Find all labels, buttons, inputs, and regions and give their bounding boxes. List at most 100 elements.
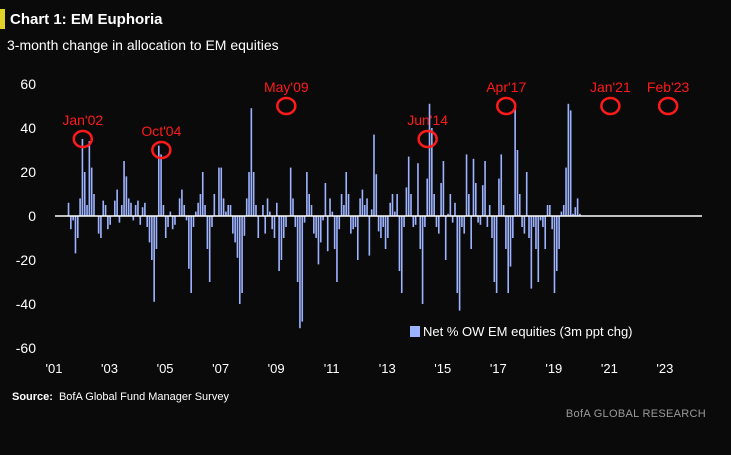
bar	[326, 216, 329, 252]
bar	[444, 216, 447, 260]
bar	[208, 216, 211, 282]
bar	[190, 216, 192, 293]
bar	[236, 216, 239, 258]
bar	[382, 216, 385, 227]
bar	[289, 167, 292, 216]
annotation-circle	[151, 140, 172, 160]
bar	[352, 216, 354, 230]
bar	[167, 216, 169, 227]
bar	[250, 108, 253, 216]
bar	[470, 216, 472, 249]
bar	[282, 216, 285, 238]
bar	[375, 174, 378, 216]
bar	[120, 205, 123, 216]
bar	[384, 216, 387, 249]
bar	[317, 216, 320, 265]
bar	[164, 216, 167, 238]
bar	[405, 187, 408, 216]
bar	[507, 216, 510, 293]
x-tick-label: '21	[601, 361, 618, 376]
bar	[322, 216, 324, 221]
legend-swatch	[410, 326, 420, 337]
bar	[544, 216, 547, 249]
bar	[257, 216, 260, 238]
bar	[525, 172, 528, 216]
bar	[576, 198, 579, 216]
bar	[343, 205, 345, 216]
y-tick-label: 0	[28, 208, 36, 224]
bar	[278, 216, 280, 271]
bar	[285, 216, 287, 227]
annotation-circle	[600, 96, 621, 116]
bar	[477, 216, 479, 223]
bar	[252, 172, 255, 216]
bar	[431, 128, 433, 216]
bar	[310, 205, 313, 216]
bar	[502, 205, 505, 216]
bar	[366, 198, 368, 216]
annotation-label: Feb'23	[647, 79, 690, 95]
bar	[555, 216, 558, 271]
bar	[493, 216, 496, 282]
bar	[171, 216, 174, 230]
bar	[185, 216, 188, 221]
annotation-label: Apr'17	[486, 79, 526, 95]
bar	[539, 216, 542, 221]
bar	[155, 216, 158, 249]
bar	[303, 216, 306, 223]
annotation-circle	[495, 96, 517, 116]
bar	[421, 216, 424, 304]
x-tick-label: '17	[490, 361, 507, 376]
bar	[169, 211, 172, 216]
bar	[331, 211, 334, 216]
bar	[123, 161, 125, 216]
bar	[204, 205, 206, 216]
bar	[370, 209, 373, 216]
annotation-circle	[72, 129, 94, 149]
bar	[542, 216, 544, 227]
bar	[488, 205, 491, 216]
bar	[222, 198, 225, 216]
bar	[264, 216, 267, 234]
bar	[118, 216, 121, 223]
bar	[516, 150, 519, 216]
bar	[234, 216, 236, 243]
bar	[458, 216, 461, 311]
x-tick-label: '23	[656, 361, 673, 376]
bar	[498, 178, 500, 216]
bar	[269, 211, 271, 216]
bar	[280, 216, 283, 260]
bar	[74, 216, 77, 254]
bar	[199, 194, 202, 216]
bar	[468, 194, 470, 216]
bar	[465, 154, 468, 216]
bar	[324, 183, 327, 216]
bar	[505, 216, 507, 249]
bar	[521, 216, 523, 227]
bar	[255, 205, 257, 216]
bar	[495, 216, 498, 293]
bar	[553, 216, 556, 293]
bar	[232, 216, 234, 234]
bar	[275, 202, 278, 216]
bar	[102, 200, 105, 216]
bar	[523, 216, 526, 234]
source-text: BofA Global Fund Manager Survey	[58, 391, 229, 403]
chart-subtitle: 3-month change in allocation to EM equit…	[7, 37, 279, 53]
bar	[463, 216, 466, 234]
bar	[437, 216, 440, 234]
bar	[225, 211, 227, 216]
bar	[407, 156, 410, 216]
bar	[229, 205, 232, 216]
bar	[560, 211, 563, 216]
bar	[141, 207, 144, 216]
bar	[350, 216, 352, 234]
bar	[345, 172, 348, 216]
bar	[243, 216, 246, 236]
bar	[400, 216, 403, 293]
annotation-label: Jan'02	[62, 112, 103, 128]
bar	[373, 134, 375, 216]
bar	[479, 216, 482, 225]
bar	[104, 205, 107, 216]
bar	[528, 216, 530, 238]
